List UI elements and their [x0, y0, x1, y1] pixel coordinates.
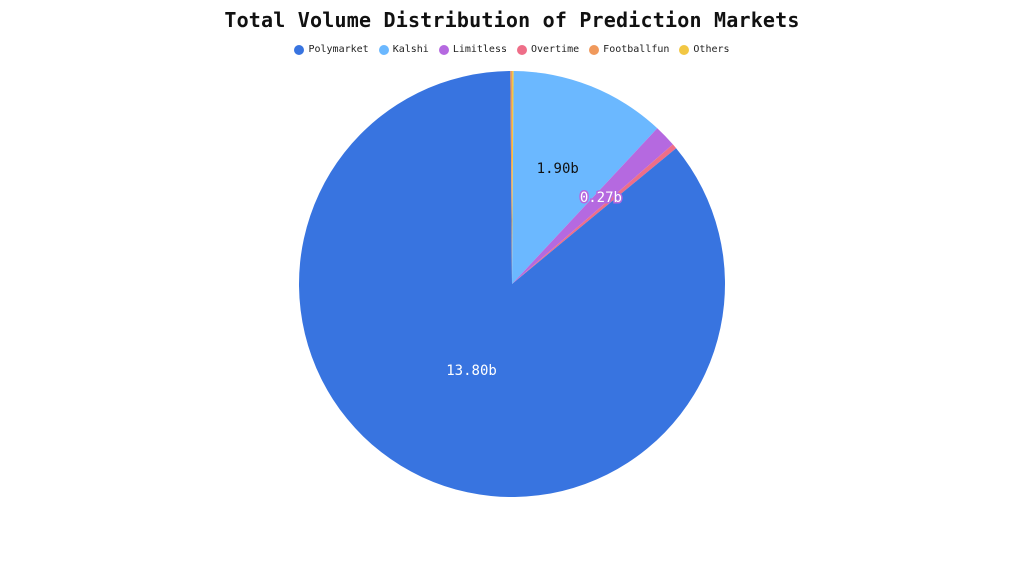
- pie-slice-footballfun[interactable]: [510, 71, 512, 284]
- pie-slice-limitless[interactable]: [512, 128, 673, 284]
- chart-title: Total Volume Distribution of Prediction …: [224, 8, 800, 32]
- legend-item-overtime[interactable]: Overtime: [517, 44, 579, 55]
- data-label-kalshi: 1.90b: [537, 161, 579, 177]
- legend-label-footballfun: Footballfun: [603, 44, 670, 55]
- pie-slice-others[interactable]: [512, 71, 514, 284]
- legend-swatch-others: [679, 44, 690, 55]
- legend-label-kalshi: Kalshi: [392, 44, 429, 55]
- legend-item-limitless[interactable]: Limitless: [438, 44, 507, 55]
- legend-label-others: Others: [693, 44, 730, 55]
- legend-swatch-overtime: [517, 44, 527, 55]
- legend-item-polymarket[interactable]: Polymarket: [294, 44, 369, 55]
- pie-slice-overtime[interactable]: [512, 144, 677, 284]
- legend-item-footballfun[interactable]: Footballfun: [589, 44, 669, 55]
- legend-label-polymarket: Polymarket: [308, 44, 369, 55]
- legend-label-limitless: Limitless: [452, 44, 507, 55]
- legend-item-others[interactable]: Others: [679, 44, 730, 55]
- legend-item-kalshi[interactable]: Kalshi: [378, 44, 429, 55]
- legend-label-overtime: Overtime: [531, 44, 580, 55]
- legend-swatch-limitless: [438, 44, 449, 55]
- legend-swatch-footballfun: [589, 44, 600, 55]
- legend-swatch-polymarket: [294, 44, 305, 55]
- data-label-polymarket: 13.80b: [446, 363, 497, 379]
- pie-slice-kalshi[interactable]: [512, 71, 658, 284]
- data-label-limitless: 0.27b: [580, 190, 622, 206]
- legend-swatch-kalshi: [378, 44, 389, 55]
- pie-slice-polymarket[interactable]: [299, 71, 726, 497]
- chart-legend: Polymarket Kalshi Limitless Overtime Footbal…: [0, 44, 1024, 55]
